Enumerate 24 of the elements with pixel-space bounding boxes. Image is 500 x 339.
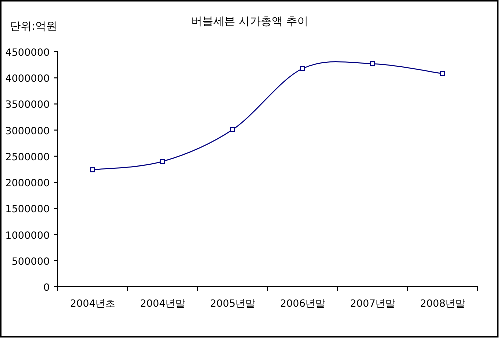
y-tick-label: 1500000 <box>5 204 50 216</box>
point <box>90 168 96 173</box>
y-tick-label: 1000000 <box>5 230 50 242</box>
point <box>440 71 446 76</box>
x-tick-label: 2007년말 <box>350 299 396 310</box>
y-tick-label: 0 <box>44 283 50 294</box>
chart-title: 버블세븐 시가총액 추이 <box>192 15 308 28</box>
x-tick-label: 2006년말 <box>280 299 326 310</box>
point <box>300 66 306 72</box>
y-axis-title: 단위:억원 <box>10 20 58 33</box>
y-tick-label: 500000 <box>12 256 50 268</box>
x-tick-label: 2004년초 <box>70 299 116 310</box>
y-tick-label: 4000000 <box>5 74 50 86</box>
y-tick-label: 4500000 <box>5 48 50 59</box>
x-tick-label: 2008년말 <box>420 299 466 310</box>
y-tick-label: 2500000 <box>5 152 50 164</box>
y-tick-label: 2000000 <box>5 178 50 190</box>
x-tick-label: 2004년말 <box>140 299 186 310</box>
point <box>230 127 236 132</box>
x-tick-label: 2005년말 <box>210 299 256 310</box>
y-tick-label: 3500000 <box>5 100 50 112</box>
point <box>160 159 166 164</box>
y-tick-label: 3000000 <box>5 126 50 138</box>
point <box>370 62 376 67</box>
